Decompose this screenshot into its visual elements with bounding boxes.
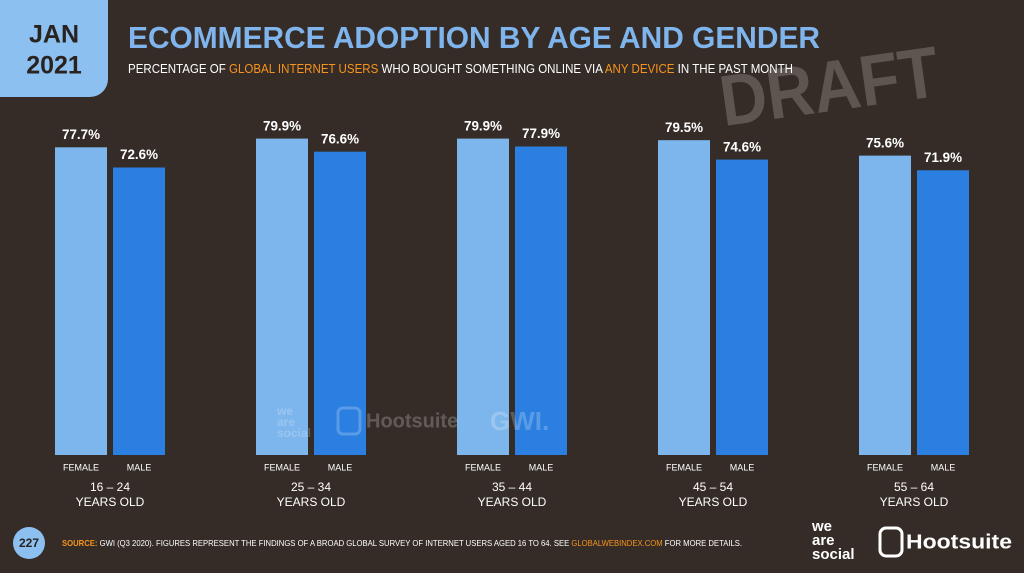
source-text: GWI (Q3 2020). FIGURES REPRESENT THE FIN… — [97, 538, 571, 548]
series-label: FEMALE — [63, 462, 99, 472]
category-suffix: YEARS OLD — [679, 495, 748, 509]
value-label: 74.6% — [723, 138, 762, 154]
series-label: FEMALE — [867, 462, 903, 472]
category-label: 25 – 34 — [291, 480, 331, 494]
bar — [859, 155, 911, 455]
category-suffix: YEARS OLD — [478, 495, 547, 509]
watermark-hootsuite: Hootsuite — [366, 410, 458, 432]
category-suffix: YEARS OLD — [277, 495, 346, 509]
series-label: MALE — [127, 462, 152, 472]
logo-social: social — [812, 546, 855, 563]
value-label: 79.5% — [665, 119, 704, 135]
subtitle-highlight: GLOBAL INTERNET USERS — [229, 62, 378, 76]
category-label: 45 – 54 — [693, 480, 733, 494]
watermark-we: we — [276, 404, 293, 418]
category-suffix: YEARS OLD — [880, 495, 949, 509]
logo-we: we — [811, 518, 832, 535]
series-label: MALE — [529, 462, 554, 472]
logo-are: are — [812, 532, 835, 549]
category-label: 55 – 64 — [894, 480, 934, 494]
series-label: FEMALE — [666, 462, 702, 472]
date-month: JAN — [29, 21, 79, 49]
date-year: 2021 — [26, 52, 82, 80]
watermark-owl — [336, 406, 362, 436]
bar — [658, 140, 710, 455]
bar — [457, 138, 509, 455]
chart-subtitle: PERCENTAGE OF GLOBAL INTERNET USERS WHO … — [128, 62, 793, 76]
source-note: SOURCE: GWI (Q3 2020). FIGURES REPRESENT… — [62, 538, 742, 548]
watermark-social: social — [277, 426, 311, 440]
source-label: SOURCE: — [62, 538, 98, 548]
bar — [314, 151, 366, 455]
subtitle-part: WHO BOUGHT SOMETHING ONLINE VIA — [378, 62, 605, 76]
series-label: MALE — [931, 462, 956, 472]
date-box — [0, 0, 108, 97]
value-label: 77.9% — [522, 125, 561, 141]
value-label: 79.9% — [464, 117, 503, 133]
subtitle-highlight: ANY DEVICE — [605, 62, 675, 76]
page-number: 227 — [19, 536, 39, 550]
source-link: GLOBALWEBINDEX.COM — [571, 538, 662, 548]
series-label: FEMALE — [465, 462, 501, 472]
chart-title: ECOMMERCE ADOPTION BY AGE AND GENDER — [128, 20, 820, 55]
value-label: 71.9% — [924, 149, 963, 165]
category-suffix: YEARS OLD — [76, 495, 145, 509]
logo-watermark: we are social Hootsuite GWI. — [276, 404, 549, 440]
bar — [113, 167, 165, 455]
category-label: 16 – 24 — [90, 480, 130, 494]
watermark-gwi: GWI. — [490, 406, 549, 436]
hootsuite-owl — [878, 526, 904, 558]
value-label: 75.6% — [866, 134, 905, 150]
subtitle-part: PERCENTAGE OF — [128, 62, 229, 76]
hootsuite-logo: Hootsuite — [906, 531, 1012, 553]
category-label: 35 – 44 — [492, 480, 532, 494]
we-are-social-logo: we are social — [811, 518, 855, 563]
subtitle-part: IN THE PAST MONTH — [674, 62, 793, 76]
bar — [917, 170, 969, 455]
watermark-are: are — [277, 415, 295, 429]
bar — [55, 147, 107, 456]
page-number-badge — [13, 527, 45, 559]
series-label: MALE — [328, 462, 353, 472]
series-label: MALE — [730, 462, 755, 472]
value-label: 77.7% — [62, 126, 101, 142]
value-label: 76.6% — [321, 130, 360, 146]
bar — [716, 159, 768, 456]
series-label: FEMALE — [264, 462, 300, 472]
source-end: FOR MORE DETAILS. — [663, 538, 742, 548]
bar — [256, 138, 308, 455]
value-label: 79.9% — [263, 117, 302, 133]
bar — [515, 146, 567, 456]
value-label: 72.6% — [120, 146, 159, 162]
